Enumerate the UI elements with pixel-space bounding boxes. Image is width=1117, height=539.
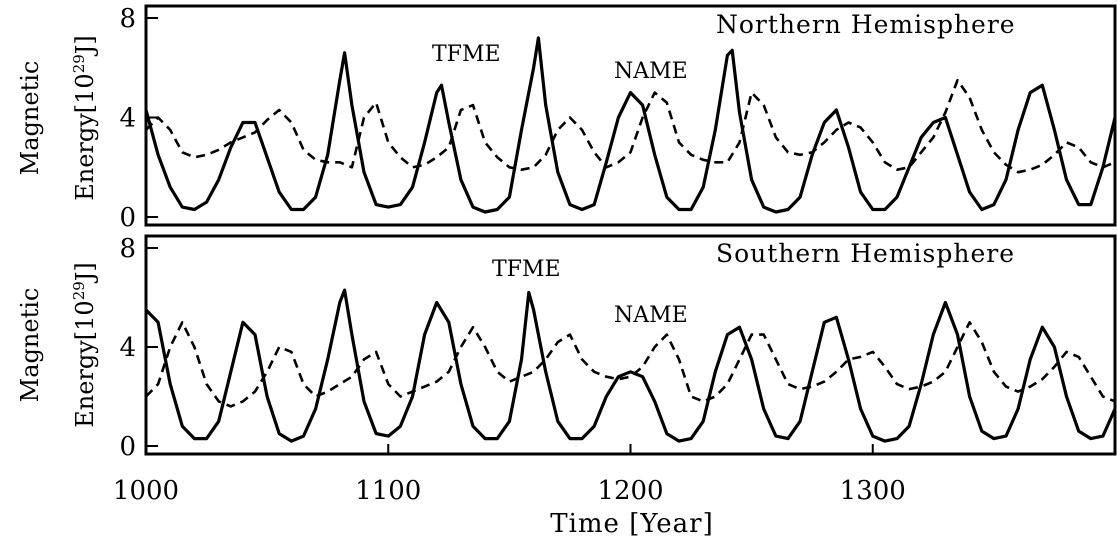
southern-hemisphere-panel: 0 4 8 1000 1100 1200 1300 Southern Hemisphere… [16,234,1117,539]
y-axis-label-line2: Energy[1029J] [70,262,99,428]
plot-frame [144,234,1117,456]
y-ticks: 0 4 8 [119,234,158,462]
x-tick-label: 1200 [597,476,663,506]
solid-series-line [144,288,1117,443]
y-axis-label-line2-wrap: Energy[1029J] [70,262,99,428]
solid-series-line [144,36,1117,214]
x-tick-label: 1000 [113,476,179,506]
name-annotation: NAME [614,303,688,328]
dashed-series-line [145,321,1116,408]
y-tick-label: 4 [119,333,136,363]
y-tick-label: 4 [119,104,136,134]
y-axis-label-line2: Energy[1029J] [70,35,99,201]
x-ticks: 1000 1100 1200 1300 [113,444,906,506]
tfme-annotation: TFME [492,257,561,282]
y-ticks: 0 4 8 [119,4,158,233]
panel-title: Northern Hemisphere [716,10,1016,39]
x-tick-label: 1300 [840,476,906,506]
series-layer [144,36,1117,214]
y-tick-label: 8 [119,234,136,264]
y-axis-label-line2-wrap: Energy[1029J] [70,35,99,201]
x-tick-label: 1100 [355,476,421,506]
dashed-series-line [145,78,1116,174]
y-tick-label: 8 [119,4,136,34]
northern-hemisphere-panel: 0 4 8 Northern Hemisphere TFME NAME Magnet… [16,4,1117,233]
tfme-annotation: TFME [432,42,501,67]
y-axis-label-line1-wrap: Magnetic [16,61,44,176]
y-axis-label-line1: Magnetic [16,288,44,403]
y-tick-label: 0 [119,432,136,462]
series-layer [144,288,1117,443]
y-axis-label-line1-wrap: Magnetic [16,288,44,403]
y-tick-label: 0 [119,203,136,233]
y-axis-label-line1: Magnetic [16,61,44,176]
name-annotation: NAME [614,59,688,84]
panel-title: Southern Hemisphere [716,239,1015,268]
x-axis-label: Time [Year] [550,509,713,539]
